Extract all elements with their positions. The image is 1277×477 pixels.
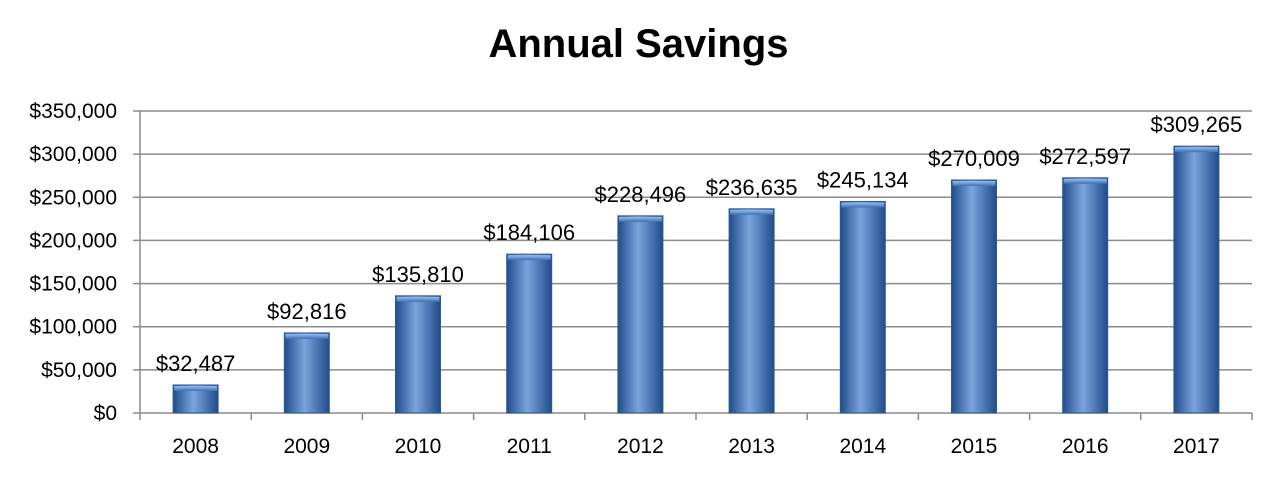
data-label-2014: $245,134 xyxy=(817,167,909,192)
bar-cap-2011 xyxy=(507,255,551,261)
data-label-2013: $236,635 xyxy=(706,175,798,200)
x-tick-label-2014: 2014 xyxy=(839,435,886,458)
x-tick-label-2012: 2012 xyxy=(617,435,664,458)
bar-2009 xyxy=(283,332,330,414)
y-tick-label: $200,000 xyxy=(29,229,117,252)
data-label-2010: $135,810 xyxy=(372,262,464,287)
data-label-2012: $228,496 xyxy=(595,182,687,207)
bar-cap-2016 xyxy=(1063,178,1107,184)
chart-title: Annual Savings xyxy=(488,22,789,66)
bar-2011 xyxy=(506,253,553,414)
x-tick-label-2010: 2010 xyxy=(395,435,442,458)
bar-cap-2008 xyxy=(174,385,218,391)
y-tick-label: $300,000 xyxy=(29,143,117,166)
data-label-2009: $92,816 xyxy=(267,299,347,324)
x-tick-label-2008: 2008 xyxy=(172,435,219,458)
y-tick-label: $50,000 xyxy=(41,359,117,382)
data-label-2017: $309,265 xyxy=(1151,112,1243,137)
bar-cap-2017 xyxy=(1174,147,1218,153)
data-label-2015: $270,009 xyxy=(928,146,1020,171)
data-label-2016: $272,597 xyxy=(1039,144,1131,169)
bar-cap-2010 xyxy=(396,296,440,302)
bar-cap-2012 xyxy=(618,216,662,222)
y-tick-label: $150,000 xyxy=(29,273,117,296)
bar-2017 xyxy=(1173,145,1220,414)
data-label-2011: $184,106 xyxy=(483,220,575,245)
bar-cap-2013 xyxy=(730,209,774,215)
bar-2010 xyxy=(395,295,441,414)
x-tick-label-2013: 2013 xyxy=(728,435,775,458)
bar-2016 xyxy=(1062,177,1109,414)
x-tick-label-2017: 2017 xyxy=(1173,435,1220,458)
data-label-2008: $32,487 xyxy=(156,351,236,376)
x-tick-label-2016: 2016 xyxy=(1062,435,1109,458)
bar-2015 xyxy=(951,179,997,414)
bar-2013 xyxy=(728,208,775,414)
x-tick-label-2009: 2009 xyxy=(283,435,330,458)
bar-cap-2015 xyxy=(952,181,996,187)
bar-cap-2009 xyxy=(285,333,329,339)
y-tick-label: $0 xyxy=(94,402,117,425)
y-tick-label: $350,000 xyxy=(29,100,117,123)
x-tick-label-2011: 2011 xyxy=(507,435,552,458)
bar-cap-2014 xyxy=(841,202,885,208)
y-tick-label: $250,000 xyxy=(29,186,117,209)
bar-2012 xyxy=(617,215,664,414)
y-tick-label: $100,000 xyxy=(29,316,117,339)
bar-2014 xyxy=(839,200,886,414)
x-tick-label-2015: 2015 xyxy=(951,435,998,458)
